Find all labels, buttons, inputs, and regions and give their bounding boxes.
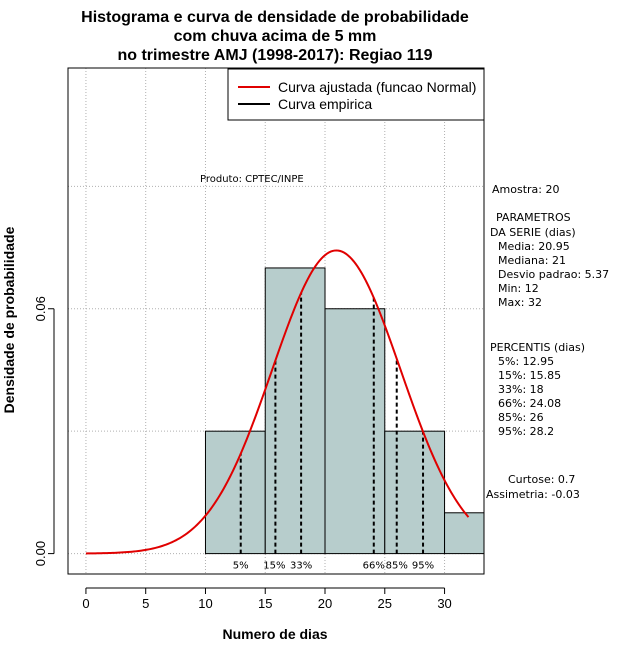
histogram-bar-1 [264, 267, 326, 555]
percentile-label-0: 5% [233, 561, 249, 572]
param-header-2: DA SERIE (dias) [490, 226, 576, 239]
histogram-bar-3 [384, 430, 446, 555]
percentil-5: 5%: 12.95 [498, 355, 554, 368]
y-tick-label-0: 0.00 [33, 541, 48, 566]
param-header-1: PARAMETROS [496, 211, 571, 224]
assimetria-text: Assimetria: -0.03 [486, 488, 580, 501]
percentis-header: PERCENTIS (dias) [490, 341, 585, 354]
y-tick-label-1: 0.06 [33, 296, 48, 321]
produto-annotation: Produto: CPTEC/INPE [200, 174, 304, 185]
title-line-3: no trimestre AMJ (1998-2017): Regiao 119 [117, 47, 432, 64]
x-axis: 0 5 10 15 20 25 30 [82, 587, 452, 611]
x-tick-label-6: 30 [437, 596, 451, 611]
plot-frame [67, 67, 485, 575]
histogram-bar-2 [324, 308, 386, 555]
percentil-85: 85%: 26 [498, 411, 544, 424]
x-axis-label: Numero de dias [222, 626, 327, 642]
title-line-2: com chuva acima de 5 mm [174, 28, 377, 45]
x-tick-label-4: 20 [318, 596, 332, 611]
fitted-normal-curve [85, 249, 470, 555]
param-desvio: Desvio padrao: 5.37 [498, 268, 609, 281]
param-min: Min: 12 [498, 282, 539, 295]
x-tick-label-0: 0 [82, 596, 89, 611]
title-line-1: Histograma e curva de densidade de proba… [81, 9, 469, 26]
x-tick-label-5: 25 [378, 596, 392, 611]
histogram-bars [204, 267, 485, 555]
chart-title: Histograma e curva de densidade de proba… [81, 9, 469, 64]
fitted-curve-layer [85, 249, 470, 555]
percentile-label-1: 15% [263, 561, 285, 572]
percentil-66: 66%: 24.08 [498, 397, 561, 410]
percentile-lines: 5% 15% 33% 66% 85% 95% [233, 292, 434, 572]
x-tick-label-2: 10 [198, 596, 212, 611]
y-axis-label: Densidade de probabilidade [1, 226, 17, 413]
histogram-bar-4 [444, 512, 485, 555]
x-tick-label-3: 15 [258, 596, 272, 611]
y-axis: 0.00 0.06 [33, 296, 55, 566]
amostra-text: Amostra: 20 [492, 183, 559, 196]
legend-label-empirical: Curva empirica [278, 96, 372, 112]
param-mediana: Mediana: 21 [498, 254, 566, 267]
percentile-label-5: 95% [412, 561, 434, 572]
x-tick-label-1: 5 [142, 596, 149, 611]
legend: Curva ajustada (funcao Normal) Curva emp… [227, 68, 485, 121]
percentile-label-4: 85% [386, 561, 408, 572]
percentile-label-3: 66% [363, 561, 385, 572]
histogram-bar-0 [204, 430, 266, 555]
percentil-95: 95%: 28.2 [498, 425, 554, 438]
param-media: Media: 20.95 [498, 240, 570, 253]
legend-box [227, 68, 485, 121]
percentil-15: 15%: 15.85 [498, 369, 561, 382]
param-max: Max: 32 [498, 296, 542, 309]
percentile-label-2: 33% [290, 561, 312, 572]
percentil-33: 33%: 18 [498, 383, 544, 396]
curtose-text: Curtose: 0.7 [508, 473, 575, 486]
stats-panel: Amostra: 20 PARAMETROS DA SERIE (dias) M… [486, 183, 609, 501]
legend-label-fitted: Curva ajustada (funcao Normal) [278, 79, 476, 95]
